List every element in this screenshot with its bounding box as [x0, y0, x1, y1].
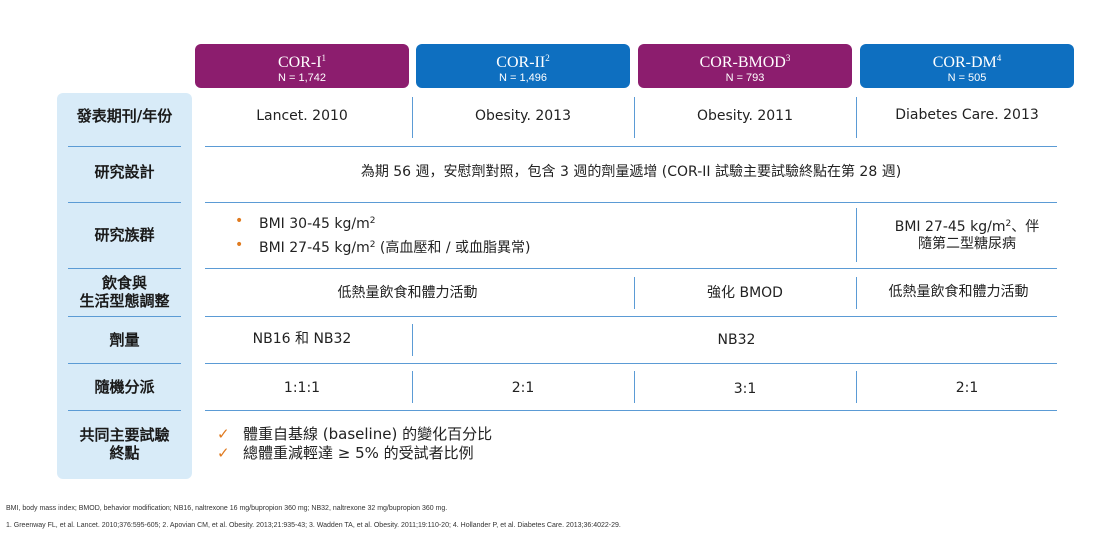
population-text: BMI 27-45 kg/m	[894, 219, 1006, 235]
label-line: 共同主要試驗	[79, 426, 170, 444]
label-divider	[68, 410, 181, 411]
column-divider	[856, 208, 857, 262]
checkmark-icon: ✓	[217, 425, 230, 443]
endpoint-text: 總體重減輕達 ≥ 5% 的受試者比例	[243, 444, 474, 462]
bullet-icon: •	[235, 213, 244, 229]
population-bullet-1: • BMI 30-45 kg/m2	[235, 213, 376, 233]
population-text: 、伴	[1011, 219, 1040, 235]
bullet-text: (高血壓和 / 或血脂異常)	[375, 240, 531, 256]
journal-cor-i: Lancet. 2010	[256, 108, 348, 124]
randomization-cor-i: 1:1:1	[283, 380, 321, 396]
randomization-cor-dm: 2:1	[955, 380, 979, 396]
column-title: COR-DM	[932, 54, 997, 71]
unit-superscript: 2	[369, 240, 376, 250]
column-title: COR-BMOD	[699, 54, 786, 71]
ref-superscript: 1	[321, 53, 327, 63]
row-divider	[205, 202, 1057, 203]
row-divider	[205, 410, 1057, 411]
label-divider	[68, 268, 181, 269]
sample-size: N = 505	[947, 72, 987, 84]
label-divider	[68, 202, 181, 203]
column-header-cor-i: COR-I1 N = 1,742	[195, 44, 409, 88]
label-divider	[68, 146, 181, 147]
column-divider	[412, 371, 413, 403]
row-label-lifestyle: 飲食與 生活型態調整	[57, 274, 192, 310]
unit-superscript: 2	[369, 216, 376, 226]
bullet-text: BMI 27-45 kg/m	[259, 240, 370, 256]
references-footnote: 1. Greenway FL, et al. Lancet. 2010;376:…	[6, 522, 621, 529]
column-header-cor-dm: COR-DM4 N = 505	[860, 44, 1074, 88]
sample-size: N = 793	[725, 72, 765, 84]
bullet-icon: •	[235, 237, 244, 253]
label-divider	[68, 363, 181, 364]
column-divider	[412, 97, 413, 138]
journal-cor-ii: Obesity. 2013	[474, 108, 571, 124]
lifestyle-cor-dm: 低熱量飲食和體力活動	[888, 284, 1029, 300]
dose-cor-i: NB16 和 NB32	[252, 331, 352, 347]
row-divider	[205, 316, 1057, 317]
label-line: 終點	[109, 444, 140, 462]
population-bullet-2: • BMI 27-45 kg/m2 (高血壓和 / 或血脂異常)	[235, 237, 531, 257]
row-label-population: 研究族群	[94, 226, 155, 244]
sample-size: N = 1,742	[277, 72, 326, 84]
lifestyle-cor-bmod: 強化 BMOD	[707, 285, 783, 301]
column-divider	[856, 277, 857, 309]
population-cor-dm: BMI 27-45 kg/m2、伴 隨第二型糖尿病	[860, 216, 1074, 253]
ref-superscript: 4	[996, 53, 1002, 63]
checkmark-icon: ✓	[217, 444, 230, 462]
sample-size: N = 1,496	[498, 72, 547, 84]
lifestyle-cor-i-ii: 低熱量飲食和體力活動	[337, 285, 478, 301]
column-title: COR-II	[496, 54, 546, 71]
column-header-cor-bmod: COR-BMOD3 N = 793	[638, 44, 852, 88]
population-text: 隨第二型糖尿病	[918, 236, 1016, 252]
row-label-dose: 劑量	[109, 331, 140, 349]
row-label-design: 研究設計	[94, 163, 155, 181]
column-divider	[412, 324, 413, 356]
row-label-column	[57, 93, 192, 479]
row-divider	[205, 363, 1057, 364]
row-label-endpoints: 共同主要試驗 終點	[57, 426, 192, 462]
row-divider	[205, 268, 1057, 269]
journal-cor-bmod: Obesity. 2011	[696, 108, 793, 124]
abbreviations-footnote: BMI, body mass index; BMOD, behavior mod…	[6, 505, 448, 512]
study-design: 為期 56 週，安慰劑對照，包含 3 週的劑量遞增 (COR-II 試驗主要試驗…	[360, 164, 902, 180]
bullet-text: BMI 30-45 kg/m	[259, 216, 370, 232]
column-title: COR-I	[277, 54, 322, 71]
ref-superscript: 2	[545, 53, 550, 63]
journal-cor-dm: Diabetes Care. 2013	[895, 107, 1039, 123]
label-line: 飲食與	[101, 274, 147, 292]
row-label-journal: 發表期刊/年份	[76, 107, 173, 125]
label-line: 生活型態調整	[79, 292, 170, 310]
unit-superscript: 2	[1005, 219, 1012, 229]
column-divider	[634, 277, 635, 309]
row-label-randomization: 隨機分派	[94, 378, 155, 396]
column-divider	[856, 97, 857, 138]
endpoint-item-1: ✓ 體重自基線 (baseline) 的變化百分比	[217, 425, 493, 443]
ref-superscript: 3	[785, 53, 791, 63]
randomization-cor-bmod: 3:1	[733, 381, 757, 397]
endpoint-item-2: ✓ 總體重減輕達 ≥ 5% 的受試者比例	[217, 444, 474, 462]
column-divider	[634, 371, 635, 403]
column-divider	[634, 97, 635, 138]
label-divider	[68, 316, 181, 317]
randomization-cor-ii: 2:1	[511, 380, 535, 396]
row-divider	[205, 146, 1057, 147]
endpoint-text: 體重自基線 (baseline) 的變化百分比	[243, 425, 493, 443]
column-divider	[856, 371, 857, 403]
dose-others: NB32	[717, 332, 756, 348]
column-header-cor-ii: COR-II2 N = 1,496	[416, 44, 630, 88]
